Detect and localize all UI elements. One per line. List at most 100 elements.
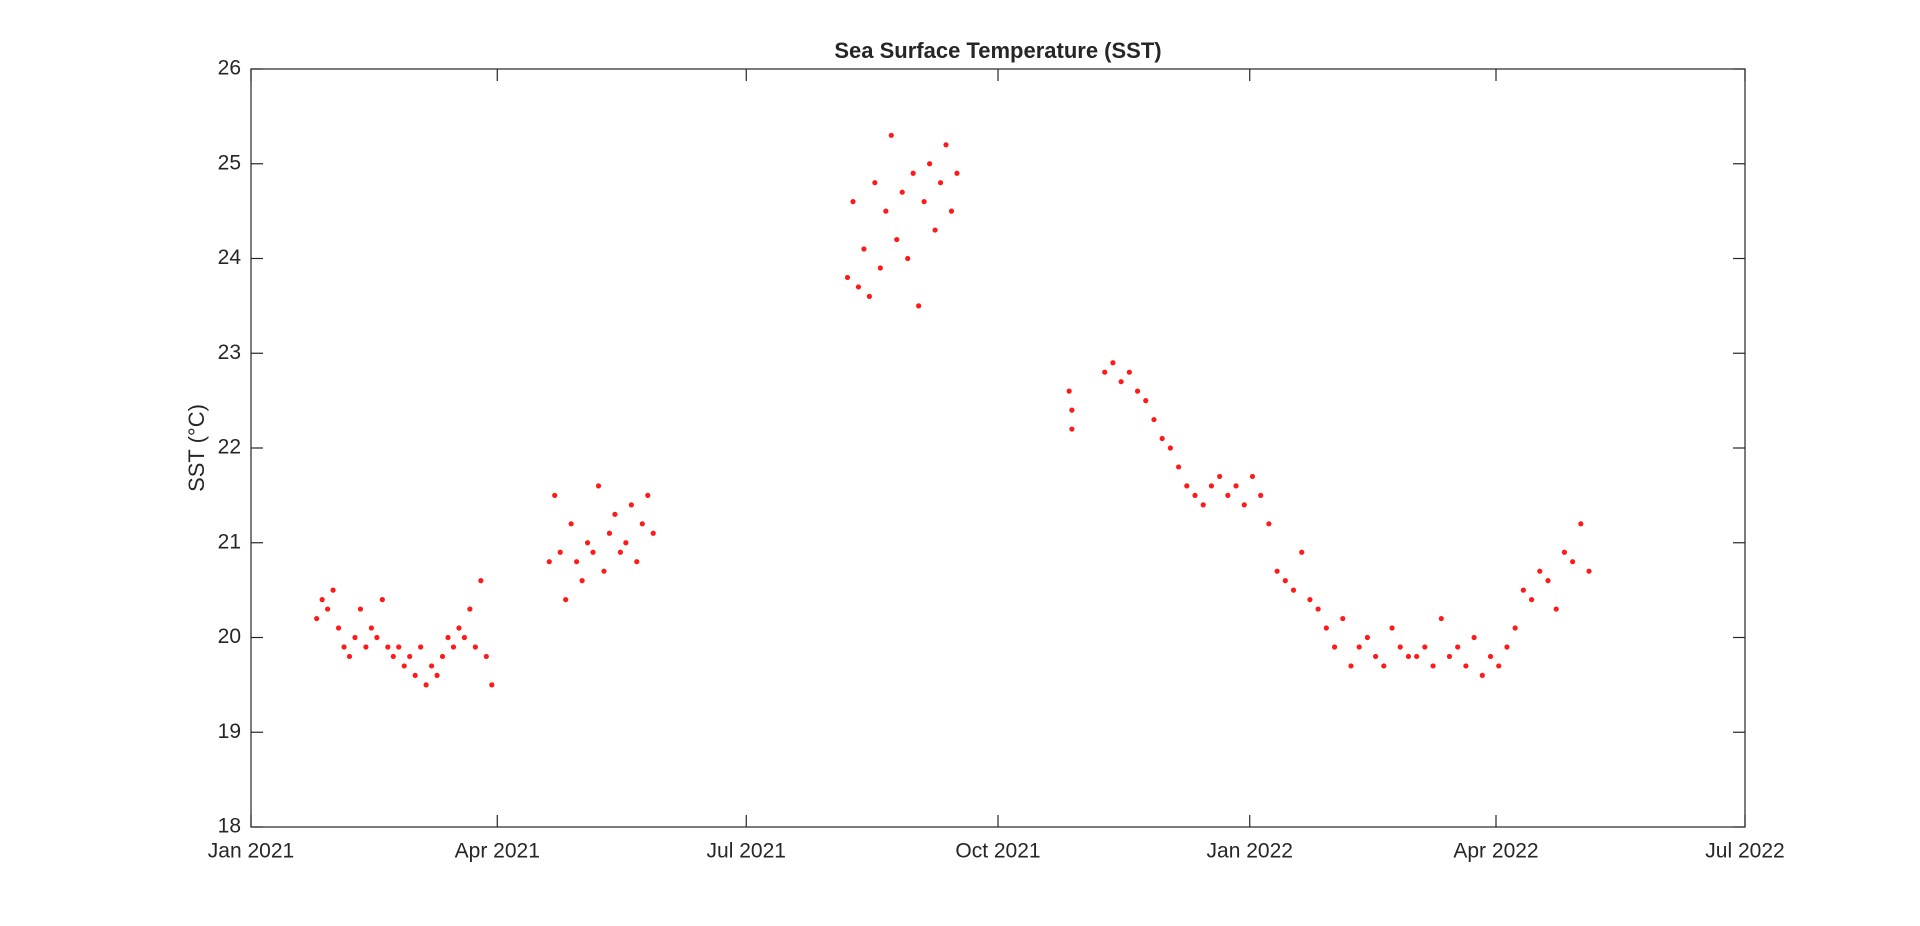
data-point: [396, 644, 402, 650]
data-point: [888, 132, 894, 138]
data-point: [1455, 644, 1461, 650]
data-point: [330, 587, 336, 593]
data-point: [1528, 597, 1535, 603]
data-point: [363, 644, 369, 650]
data-point: [855, 284, 862, 290]
data-point: [872, 180, 878, 186]
data-point: [1389, 625, 1395, 631]
data-point: [1299, 549, 1305, 555]
data-point: [921, 199, 927, 205]
data-point: [552, 492, 558, 498]
data-point: [1422, 644, 1428, 650]
data-point: [595, 483, 602, 489]
data-point: [379, 597, 385, 603]
data-point: [1266, 521, 1272, 527]
data-point: [1463, 663, 1469, 669]
data-point: [937, 180, 944, 186]
data-point: [1537, 568, 1543, 574]
data-point: [1430, 663, 1436, 669]
data-point: [461, 634, 468, 641]
data-point: [579, 578, 585, 584]
data-point: [1356, 644, 1362, 650]
data-point: [434, 672, 440, 679]
data-point: [1159, 435, 1165, 442]
data-point: [357, 606, 364, 612]
x-tick-label: Jul 2022: [1705, 840, 1784, 863]
data-point: [943, 142, 949, 148]
data-point: [894, 236, 900, 243]
data-point: [1553, 606, 1559, 612]
data-point: [1233, 483, 1239, 489]
data-point: [634, 559, 640, 565]
data-point: [1315, 606, 1321, 612]
data-point: [628, 502, 634, 508]
data-point: [1134, 388, 1141, 394]
data-point: [606, 530, 613, 536]
data-point: [335, 625, 342, 631]
x-tick-label: Oct 2021: [955, 840, 1040, 863]
data-point: [1192, 492, 1198, 498]
data-point: [1217, 473, 1223, 480]
data-point: [1348, 663, 1354, 669]
data-point: [418, 644, 424, 650]
data-point: [1414, 653, 1420, 660]
data-point: [450, 644, 457, 650]
data-point: [563, 597, 569, 603]
y-tick-label: 26: [218, 57, 241, 80]
data-point: [1249, 473, 1256, 480]
data-point: [612, 511, 618, 517]
data-point: [601, 568, 607, 574]
data-point: [1274, 568, 1280, 574]
data-point: [645, 492, 651, 498]
data-point: [916, 303, 922, 309]
data-point: [1225, 492, 1231, 498]
data-point: [861, 246, 867, 252]
data-point: [368, 625, 374, 631]
data-point: [1381, 663, 1387, 669]
data-point: [932, 227, 938, 233]
data-point: [407, 653, 413, 660]
data-point: [1471, 634, 1477, 641]
x-tick-label: Apr 2021: [455, 840, 540, 863]
data-point: [412, 672, 418, 679]
data-point: [314, 615, 320, 622]
plot-area: [250, 68, 1746, 828]
y-tick-label: 23: [218, 341, 241, 364]
data-point: [1479, 672, 1485, 679]
y-tick-label: 18: [218, 815, 241, 838]
x-tick-label: Jul 2021: [707, 840, 786, 863]
data-point: [844, 274, 851, 281]
data-point: [1487, 653, 1494, 660]
data-point: [1143, 398, 1149, 404]
data-point: [1496, 663, 1502, 669]
data-point: [1110, 360, 1116, 366]
data-point: [483, 653, 489, 660]
y-tick-label: 19: [218, 720, 241, 743]
data-point: [623, 540, 629, 546]
data-point: [1512, 625, 1518, 631]
data-point: [346, 653, 353, 660]
data-point: [1200, 502, 1206, 508]
data-point: [1578, 521, 1584, 527]
data-point: [1520, 587, 1526, 593]
data-point: [352, 634, 358, 641]
data-point: [401, 663, 407, 669]
x-tick-label: Jan 2022: [1207, 840, 1293, 863]
data-point: [850, 199, 856, 205]
x-tick-label: Apr 2022: [1453, 840, 1538, 863]
data-point: [1504, 644, 1510, 650]
data-point: [478, 578, 484, 584]
data-point: [574, 559, 580, 565]
data-point: [546, 559, 552, 565]
data-point: [374, 634, 380, 641]
y-tick-label: 20: [218, 625, 241, 648]
data-point: [584, 540, 591, 546]
data-point: [1545, 578, 1551, 584]
data-point: [1208, 483, 1215, 489]
chart-title: Sea Surface Temperature (SST): [834, 38, 1161, 63]
data-point: [1364, 634, 1370, 641]
data-point: [1126, 369, 1132, 375]
data-point: [1151, 416, 1157, 423]
data-point: [899, 189, 905, 195]
data-point: [467, 606, 473, 612]
